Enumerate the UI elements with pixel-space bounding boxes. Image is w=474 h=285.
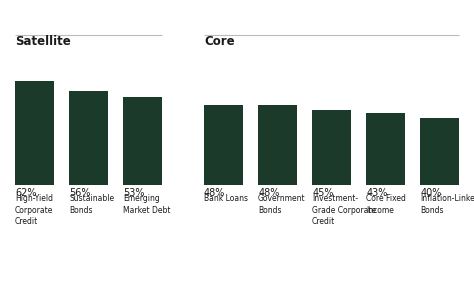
Bar bbox=[15, 82, 54, 185]
Bar bbox=[204, 105, 243, 185]
Bar bbox=[312, 110, 351, 185]
Text: 45%: 45% bbox=[312, 188, 334, 198]
Bar bbox=[420, 118, 459, 185]
Text: Satellite: Satellite bbox=[15, 35, 71, 48]
Bar bbox=[69, 91, 108, 185]
Text: Investment-
Grade Corporate
Credit: Investment- Grade Corporate Credit bbox=[312, 194, 376, 226]
Text: 48%: 48% bbox=[204, 188, 226, 198]
Bar bbox=[366, 113, 405, 185]
Text: Inflation-Linked
Bonds: Inflation-Linked Bonds bbox=[420, 194, 474, 215]
Bar bbox=[123, 97, 162, 185]
Text: 56%: 56% bbox=[69, 188, 91, 198]
Text: Core Fixed
Income: Core Fixed Income bbox=[366, 194, 406, 215]
Text: Bank Loans: Bank Loans bbox=[204, 194, 248, 203]
Bar bbox=[258, 105, 297, 185]
Text: Sustainable
Bonds: Sustainable Bonds bbox=[69, 194, 114, 215]
Text: 62%: 62% bbox=[15, 188, 36, 198]
Text: 43%: 43% bbox=[366, 188, 387, 198]
Text: Core: Core bbox=[204, 35, 235, 48]
Text: Emerging
Market Debt: Emerging Market Debt bbox=[123, 194, 171, 215]
Text: High-Yield
Corporate
Credit: High-Yield Corporate Credit bbox=[15, 194, 54, 226]
Text: 53%: 53% bbox=[123, 188, 145, 198]
Text: 40%: 40% bbox=[420, 188, 441, 198]
Text: 48%: 48% bbox=[258, 188, 280, 198]
Text: Government
Bonds: Government Bonds bbox=[258, 194, 306, 215]
